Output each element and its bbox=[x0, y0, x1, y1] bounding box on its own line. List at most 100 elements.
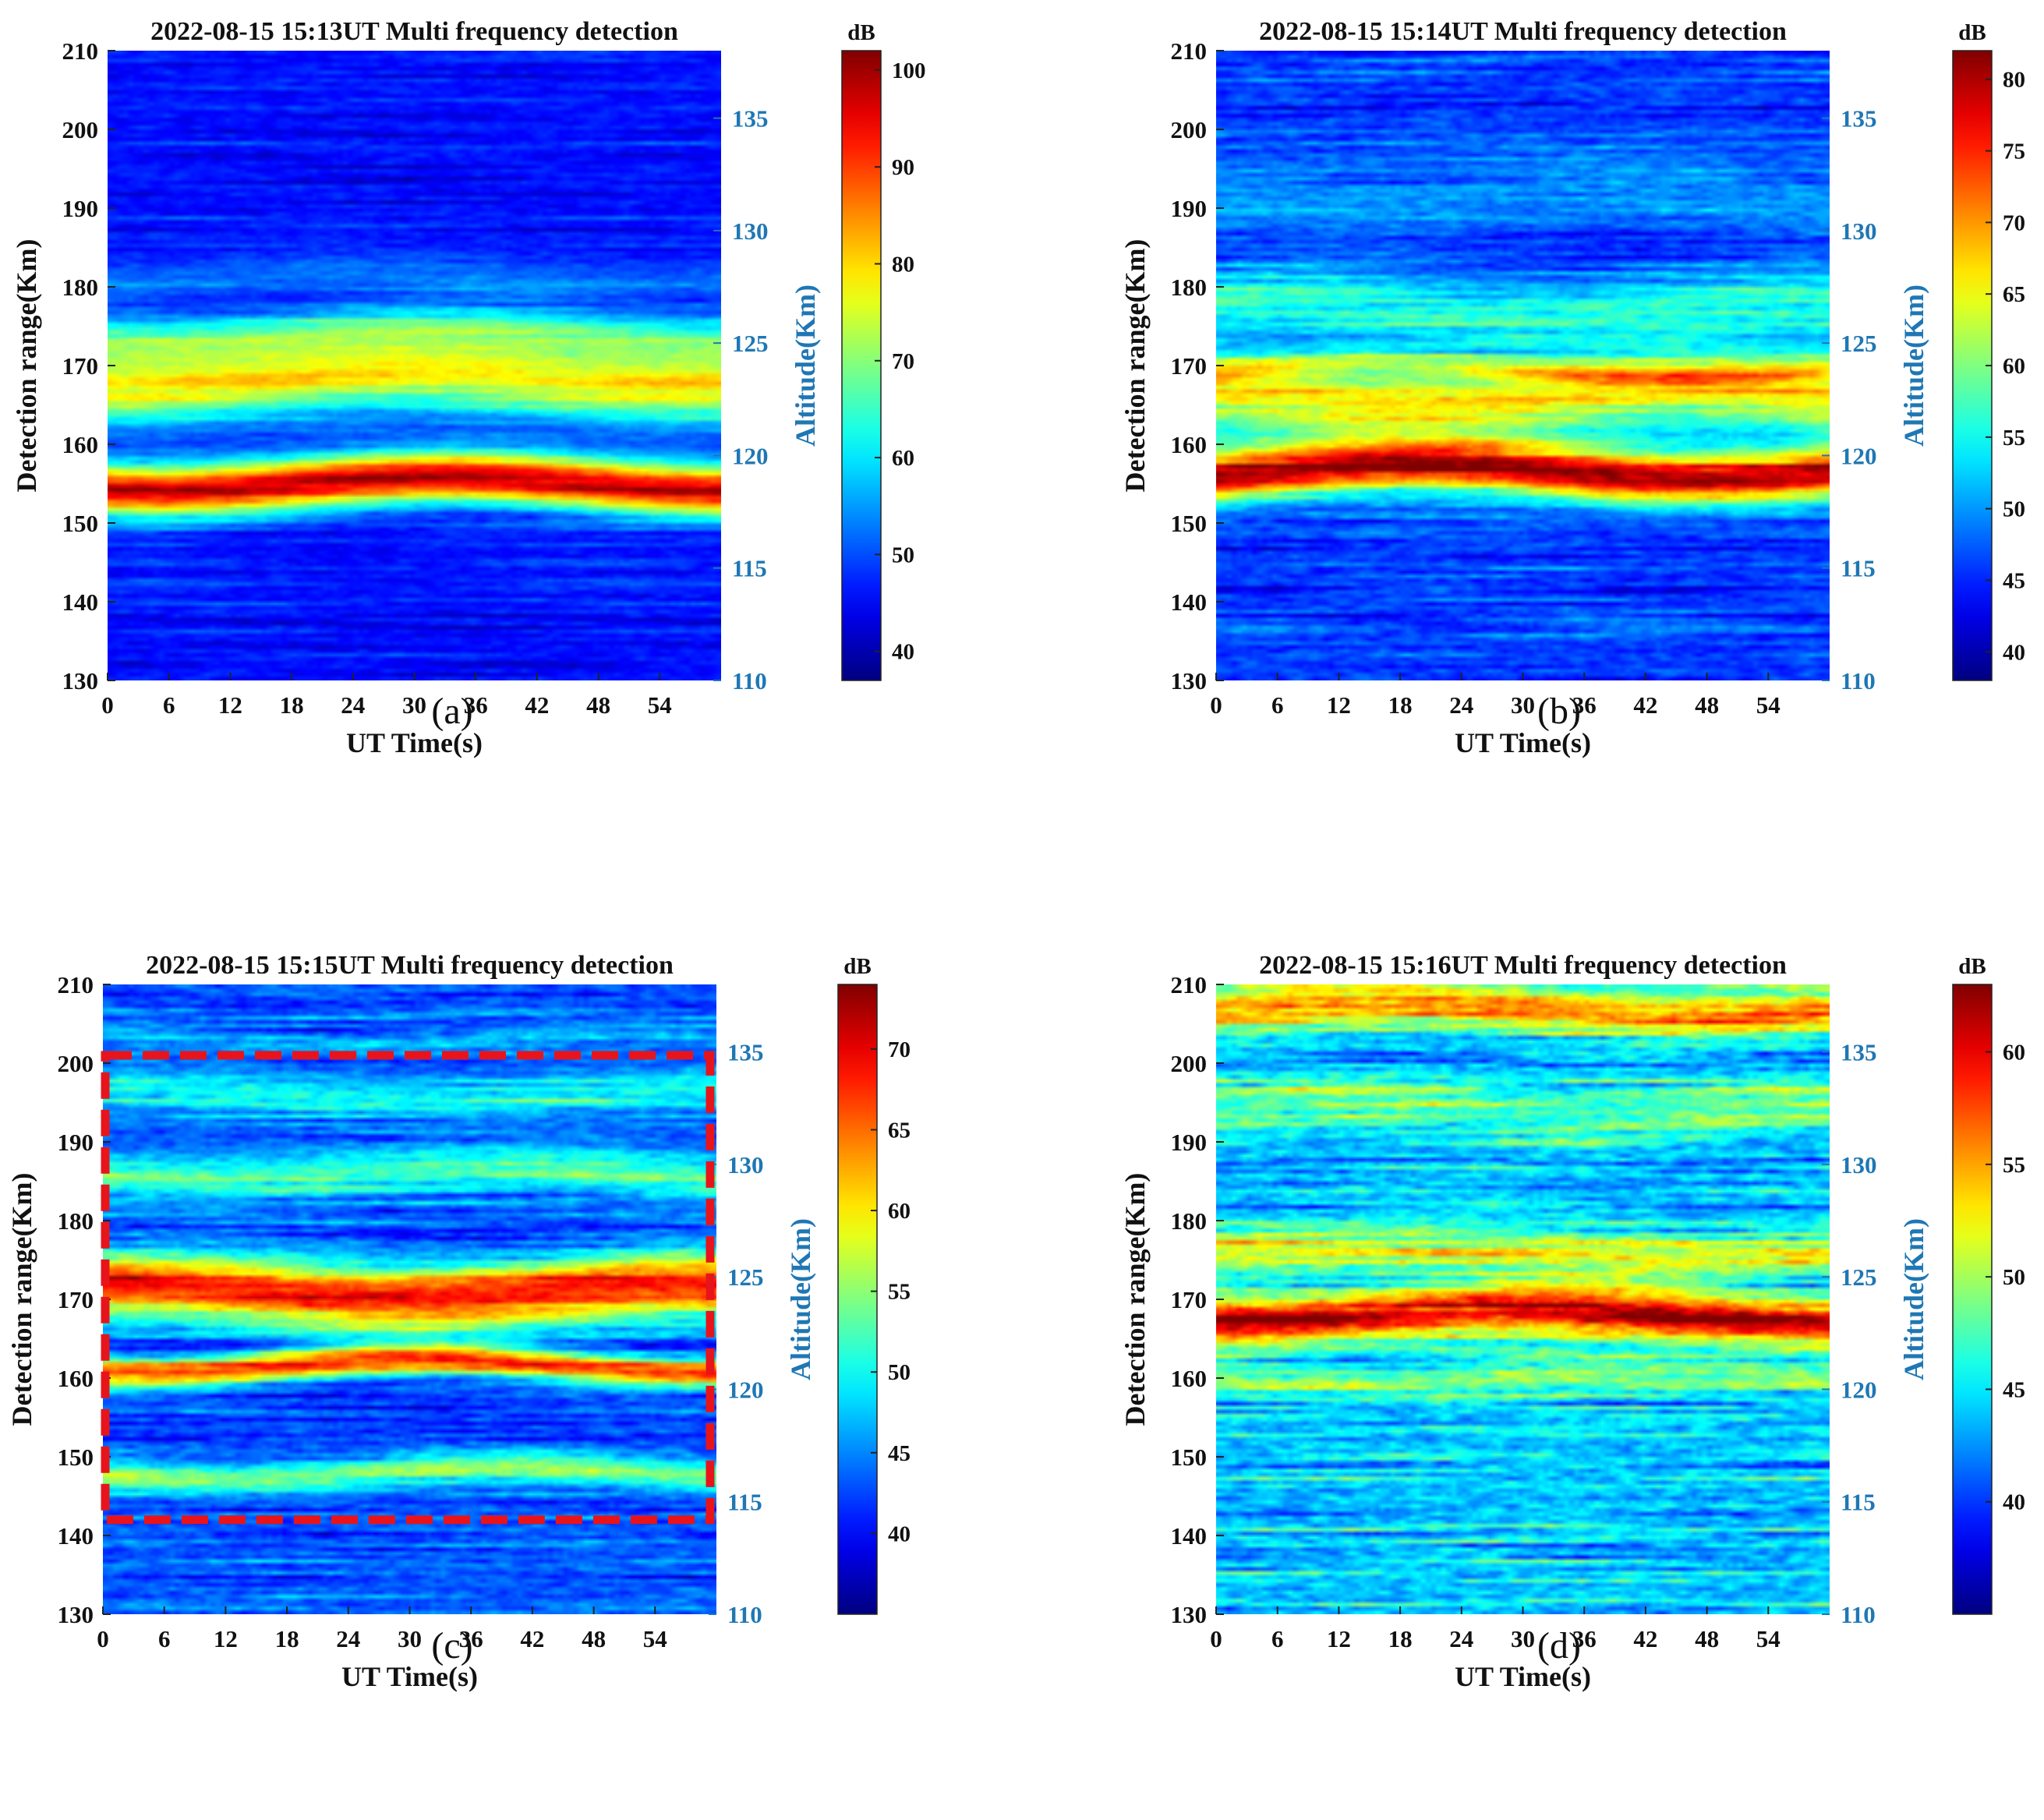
x-tick-label: 18 bbox=[280, 691, 304, 719]
x-axis-label: UT Time(s) bbox=[341, 1661, 478, 1692]
y2-axis-label: Altitude(Km) bbox=[790, 284, 821, 447]
x-tick-label: 0 bbox=[1210, 691, 1222, 719]
y-tick-label: 190 bbox=[62, 195, 99, 222]
x-tick-label: 6 bbox=[1271, 1625, 1284, 1652]
y2-tick-label: 130 bbox=[727, 1151, 764, 1179]
y-tick-label: 150 bbox=[58, 1444, 94, 1471]
y-tick-label: 210 bbox=[1171, 971, 1208, 998]
y-tick-label: 210 bbox=[1171, 37, 1208, 65]
y-tick-label: 180 bbox=[58, 1207, 94, 1235]
y-tick-label: 210 bbox=[62, 37, 99, 65]
colorbar bbox=[1952, 984, 1993, 1615]
x-tick-label: 36 bbox=[459, 1625, 483, 1652]
y-tick-label: 190 bbox=[1171, 1129, 1208, 1156]
colorbar-tick-label: 65 bbox=[2003, 282, 2025, 307]
colorbar-tick-label: 60 bbox=[2003, 354, 2025, 379]
y2-tick-label: 125 bbox=[727, 1263, 764, 1291]
y-tick-label: 160 bbox=[1171, 431, 1208, 458]
y2-tick-label: 115 bbox=[1841, 1489, 1876, 1516]
x-axis-label: UT Time(s) bbox=[346, 727, 483, 758]
colorbar-tick-label: 70 bbox=[892, 349, 914, 374]
y-tick-label: 170 bbox=[1171, 1286, 1208, 1313]
y2-axis-label: Altitude(Km) bbox=[1898, 1218, 1929, 1380]
y-tick-label: 150 bbox=[1171, 1444, 1208, 1471]
y-tick-label: 150 bbox=[1171, 510, 1208, 537]
y-tick-label: 160 bbox=[62, 431, 99, 458]
y2-axis-label: Altitude(Km) bbox=[785, 1218, 816, 1380]
x-axis-label: UT Time(s) bbox=[1455, 1661, 1591, 1692]
x-tick-label: 54 bbox=[1756, 691, 1781, 719]
y2-tick-label: 135 bbox=[732, 105, 769, 133]
y-tick-label: 170 bbox=[62, 352, 99, 380]
x-tick-label: 54 bbox=[1756, 1625, 1781, 1652]
y2-tick-label: 120 bbox=[732, 442, 769, 469]
y2-tick-label: 110 bbox=[732, 667, 767, 694]
y2-tick-label: 130 bbox=[732, 217, 769, 245]
x-tick-label: 48 bbox=[586, 691, 610, 719]
heatmap-image bbox=[1216, 984, 1830, 1614]
highlight-dashed-box bbox=[101, 1051, 715, 1525]
chart-title: 2022-08-15 15:16UT Multi frequency detec… bbox=[1259, 951, 1787, 980]
x-tick-label: 18 bbox=[275, 1625, 299, 1652]
colorbar-tick-label: 60 bbox=[892, 446, 914, 471]
y-tick-label: 180 bbox=[1171, 1207, 1208, 1235]
y-tick-label: 140 bbox=[1171, 1522, 1208, 1550]
panel-b: 0 6 12 18 24 30 36 42 48 54 130 140 150 160 170 180 190 2… bbox=[1119, 17, 2025, 758]
y-tick-label: 160 bbox=[1171, 1365, 1208, 1392]
x-tick-label: 36 bbox=[1572, 1625, 1597, 1652]
y-axis-label: Detection range(Km) bbox=[11, 239, 42, 493]
colorbar-tick-label: 55 bbox=[2003, 426, 2025, 451]
panel-d: 0 6 12 18 24 30 36 42 48 54 130 140 150 160 170 180 190 2… bbox=[1119, 951, 2025, 1692]
y2-tick-label: 135 bbox=[1841, 105, 1877, 133]
x-tick-label: 48 bbox=[1695, 1625, 1719, 1652]
colorbar-tick-label: 70 bbox=[2003, 210, 2025, 235]
y2-tick-label: 130 bbox=[1841, 217, 1877, 245]
x-tick-label: 42 bbox=[525, 691, 549, 719]
x-tick-label: 0 bbox=[101, 691, 114, 719]
x-tick-label: 30 bbox=[398, 1625, 422, 1652]
x-tick-label: 30 bbox=[402, 691, 426, 719]
x-tick-label: 6 bbox=[163, 691, 175, 719]
panel-a: 0 6 12 18 24 30 36 42 48 54 130 140 150 160 170 180 190 2… bbox=[11, 17, 926, 758]
y-tick-label: 180 bbox=[62, 274, 99, 301]
colorbar-tick-label: 50 bbox=[2003, 1265, 2025, 1290]
y2-tick-label: 110 bbox=[1841, 667, 1876, 694]
y2-tick-label: 115 bbox=[1841, 555, 1876, 582]
colorbar-tick-label: 45 bbox=[2003, 1377, 2025, 1402]
colorbar-tick-label: 80 bbox=[892, 252, 914, 277]
x-tick-label: 0 bbox=[1210, 1625, 1222, 1652]
heatmap-image bbox=[1216, 51, 1830, 680]
colorbar-tick-label: 50 bbox=[888, 1360, 911, 1385]
y-tick-label: 210 bbox=[58, 971, 94, 998]
colorbar-tick-label: 70 bbox=[888, 1037, 911, 1062]
heatmap-image bbox=[103, 984, 716, 1614]
x-tick-label: 42 bbox=[1633, 1625, 1657, 1652]
colorbar-tick-label: 55 bbox=[888, 1280, 911, 1305]
colorbar bbox=[1952, 50, 1993, 681]
x-tick-label: 6 bbox=[1271, 691, 1284, 719]
x-tick-label: 18 bbox=[1388, 1625, 1413, 1652]
y-tick-label: 200 bbox=[1171, 116, 1208, 143]
colorbar-tick-label: 50 bbox=[2003, 497, 2025, 522]
y-tick-label: 140 bbox=[1171, 588, 1208, 616]
y-tick-label: 200 bbox=[58, 1050, 94, 1077]
colorbar-tick-label: 75 bbox=[2003, 140, 2025, 164]
y2-tick-label: 125 bbox=[1841, 330, 1877, 357]
x-tick-label: 30 bbox=[1511, 691, 1535, 719]
panel-label: (d) bbox=[1537, 1625, 1581, 1666]
y2-tick-label: 120 bbox=[1841, 1376, 1877, 1403]
colorbar-unit-label: dB bbox=[1958, 954, 1986, 979]
x-tick-label: 24 bbox=[1449, 691, 1473, 719]
chart-title: 2022-08-15 15:15UT Multi frequency detec… bbox=[146, 951, 674, 980]
y2-tick-label: 115 bbox=[727, 1489, 762, 1516]
colorbar-tick-label: 40 bbox=[888, 1521, 911, 1546]
heatmap-image bbox=[108, 51, 721, 680]
colorbar-tick-label: 60 bbox=[888, 1199, 911, 1224]
x-tick-label: 48 bbox=[1695, 691, 1719, 719]
y-tick-label: 140 bbox=[62, 588, 99, 616]
colorbar-unit-label: dB bbox=[1958, 20, 1986, 45]
x-tick-label: 0 bbox=[97, 1625, 109, 1652]
x-tick-label: 30 bbox=[1511, 1625, 1535, 1652]
panel-label: (b) bbox=[1537, 691, 1581, 732]
